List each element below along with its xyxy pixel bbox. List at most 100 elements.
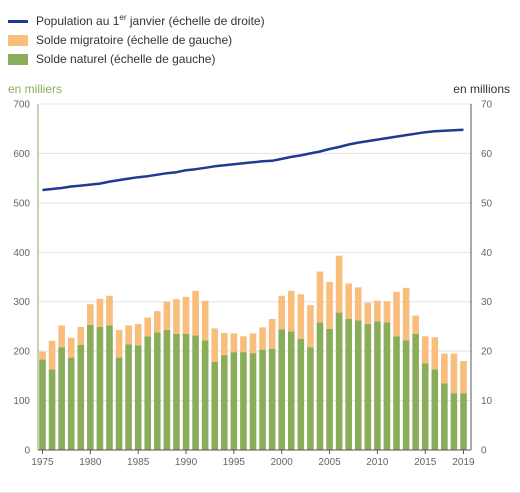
x-axis-tick-label: 1990: [175, 457, 198, 468]
bar-naturel: [192, 335, 199, 450]
bar-migratoire: [106, 295, 113, 326]
bar-naturel: [48, 369, 56, 450]
right-axis-tick-label: 10: [481, 396, 493, 407]
bar-migratoire: [144, 317, 152, 337]
right-axis-unit: en millions: [453, 82, 510, 96]
left-axis-tick-label: 400: [13, 248, 30, 259]
bar-migratoire: [316, 271, 324, 323]
bar-migratoire: [345, 283, 352, 320]
bar-migratoire: [307, 305, 314, 348]
bar-migratoire: [77, 326, 85, 345]
bar-naturel: [201, 340, 209, 450]
legend-label-naturel: Solde naturel (échelle de gauche): [36, 52, 216, 66]
bar-migratoire: [201, 300, 209, 341]
right-axis-tick-label: 20: [481, 347, 493, 358]
bar-naturel: [278, 329, 286, 450]
bar-migratoire: [134, 323, 142, 346]
legend-label-migratoire: Solde migratoire (échelle de gauche): [36, 33, 233, 47]
bar-migratoire: [48, 340, 56, 370]
bar-naturel: [421, 363, 429, 450]
right-axis-tick-label: 40: [481, 248, 493, 259]
bar-naturel: [115, 357, 123, 450]
left-axis-unit: en milliers: [8, 82, 63, 96]
bar-migratoire: [268, 319, 276, 349]
bar-naturel: [297, 338, 305, 450]
bar-naturel: [96, 326, 104, 450]
x-axis-tick-label: 2010: [366, 457, 389, 468]
bar-naturel: [412, 333, 419, 450]
bar-migratoire: [297, 294, 305, 339]
bar-migratoire: [259, 327, 266, 350]
x-axis-tick-label: 2019: [452, 457, 475, 468]
bar-migratoire: [383, 301, 391, 323]
bar-migratoire: [335, 255, 343, 313]
bar-naturel: [460, 393, 467, 450]
bar-naturel: [383, 322, 391, 450]
bar-migratoire: [412, 315, 419, 334]
x-axis-tick-label: 2005: [318, 457, 341, 468]
right-axis-tick-label: 70: [481, 100, 493, 111]
bar-naturel: [335, 312, 343, 450]
bar-naturel: [450, 393, 458, 450]
bar-migratoire: [354, 287, 362, 321]
bar-migratoire: [220, 332, 228, 356]
left-axis-tick-label: 100: [13, 396, 30, 407]
x-axis-tick-label: 2000: [271, 457, 294, 468]
legend: Population au 1er janvier (échelle de dr…: [8, 12, 265, 69]
bar-naturel: [249, 353, 257, 450]
bar-migratoire: [287, 290, 295, 332]
legend-item-naturel: Solde naturel (échelle de gauche): [8, 50, 265, 69]
bar-naturel: [316, 322, 324, 450]
bar-naturel: [220, 355, 228, 450]
bar-naturel: [173, 333, 180, 450]
bar-naturel: [230, 352, 238, 450]
bar-migratoire: [326, 281, 333, 329]
bar-migratoire: [67, 337, 75, 358]
bar-naturel: [268, 348, 276, 450]
bar-naturel: [125, 344, 132, 450]
bar-naturel: [374, 321, 381, 450]
bar-migratoire: [393, 291, 400, 337]
bar-naturel: [134, 345, 142, 450]
legend-swatch-migratoire: [8, 35, 28, 46]
bar-migratoire: [173, 299, 180, 334]
bar-naturel: [240, 352, 247, 450]
bar-naturel: [326, 328, 333, 450]
legend-label-population: Population au 1er janvier (échelle de dr…: [36, 13, 265, 29]
bar-migratoire: [431, 337, 439, 370]
bar-naturel: [259, 349, 266, 450]
bar-naturel: [154, 332, 161, 450]
x-axis-tick-label: 1985: [127, 457, 150, 468]
bar-migratoire: [374, 300, 381, 322]
legend-swatch-population: [8, 20, 28, 23]
bar-migratoire: [460, 361, 467, 394]
bar-migratoire: [192, 290, 199, 336]
left-axis-tick-label: 700: [13, 100, 30, 111]
bar-naturel: [58, 347, 65, 450]
bar-migratoire: [125, 325, 132, 345]
bar-migratoire: [421, 336, 429, 364]
bar-migratoire: [154, 311, 161, 333]
bar-naturel: [87, 324, 94, 450]
bar-naturel: [307, 347, 314, 450]
bar-migratoire: [402, 287, 410, 341]
bar-naturel: [182, 333, 190, 450]
bar-migratoire: [364, 302, 372, 324]
bar-naturel: [431, 369, 439, 450]
x-axis-tick-label: 1975: [31, 457, 54, 468]
left-axis-tick-label: 600: [13, 149, 30, 160]
bar-naturel: [144, 336, 152, 450]
left-axis-tick-label: 0: [24, 446, 30, 457]
bar-migratoire: [87, 304, 94, 325]
bar-migratoire: [230, 333, 238, 353]
bar-migratoire: [249, 333, 257, 354]
population-line: [42, 128, 464, 192]
bar-naturel: [287, 331, 295, 450]
bar-naturel: [354, 320, 362, 450]
legend-item-population: Population au 1er janvier (échelle de dr…: [8, 12, 265, 31]
bar-migratoire: [96, 298, 104, 327]
bar-migratoire: [182, 296, 190, 334]
right-axis-tick-label: 60: [481, 149, 493, 160]
